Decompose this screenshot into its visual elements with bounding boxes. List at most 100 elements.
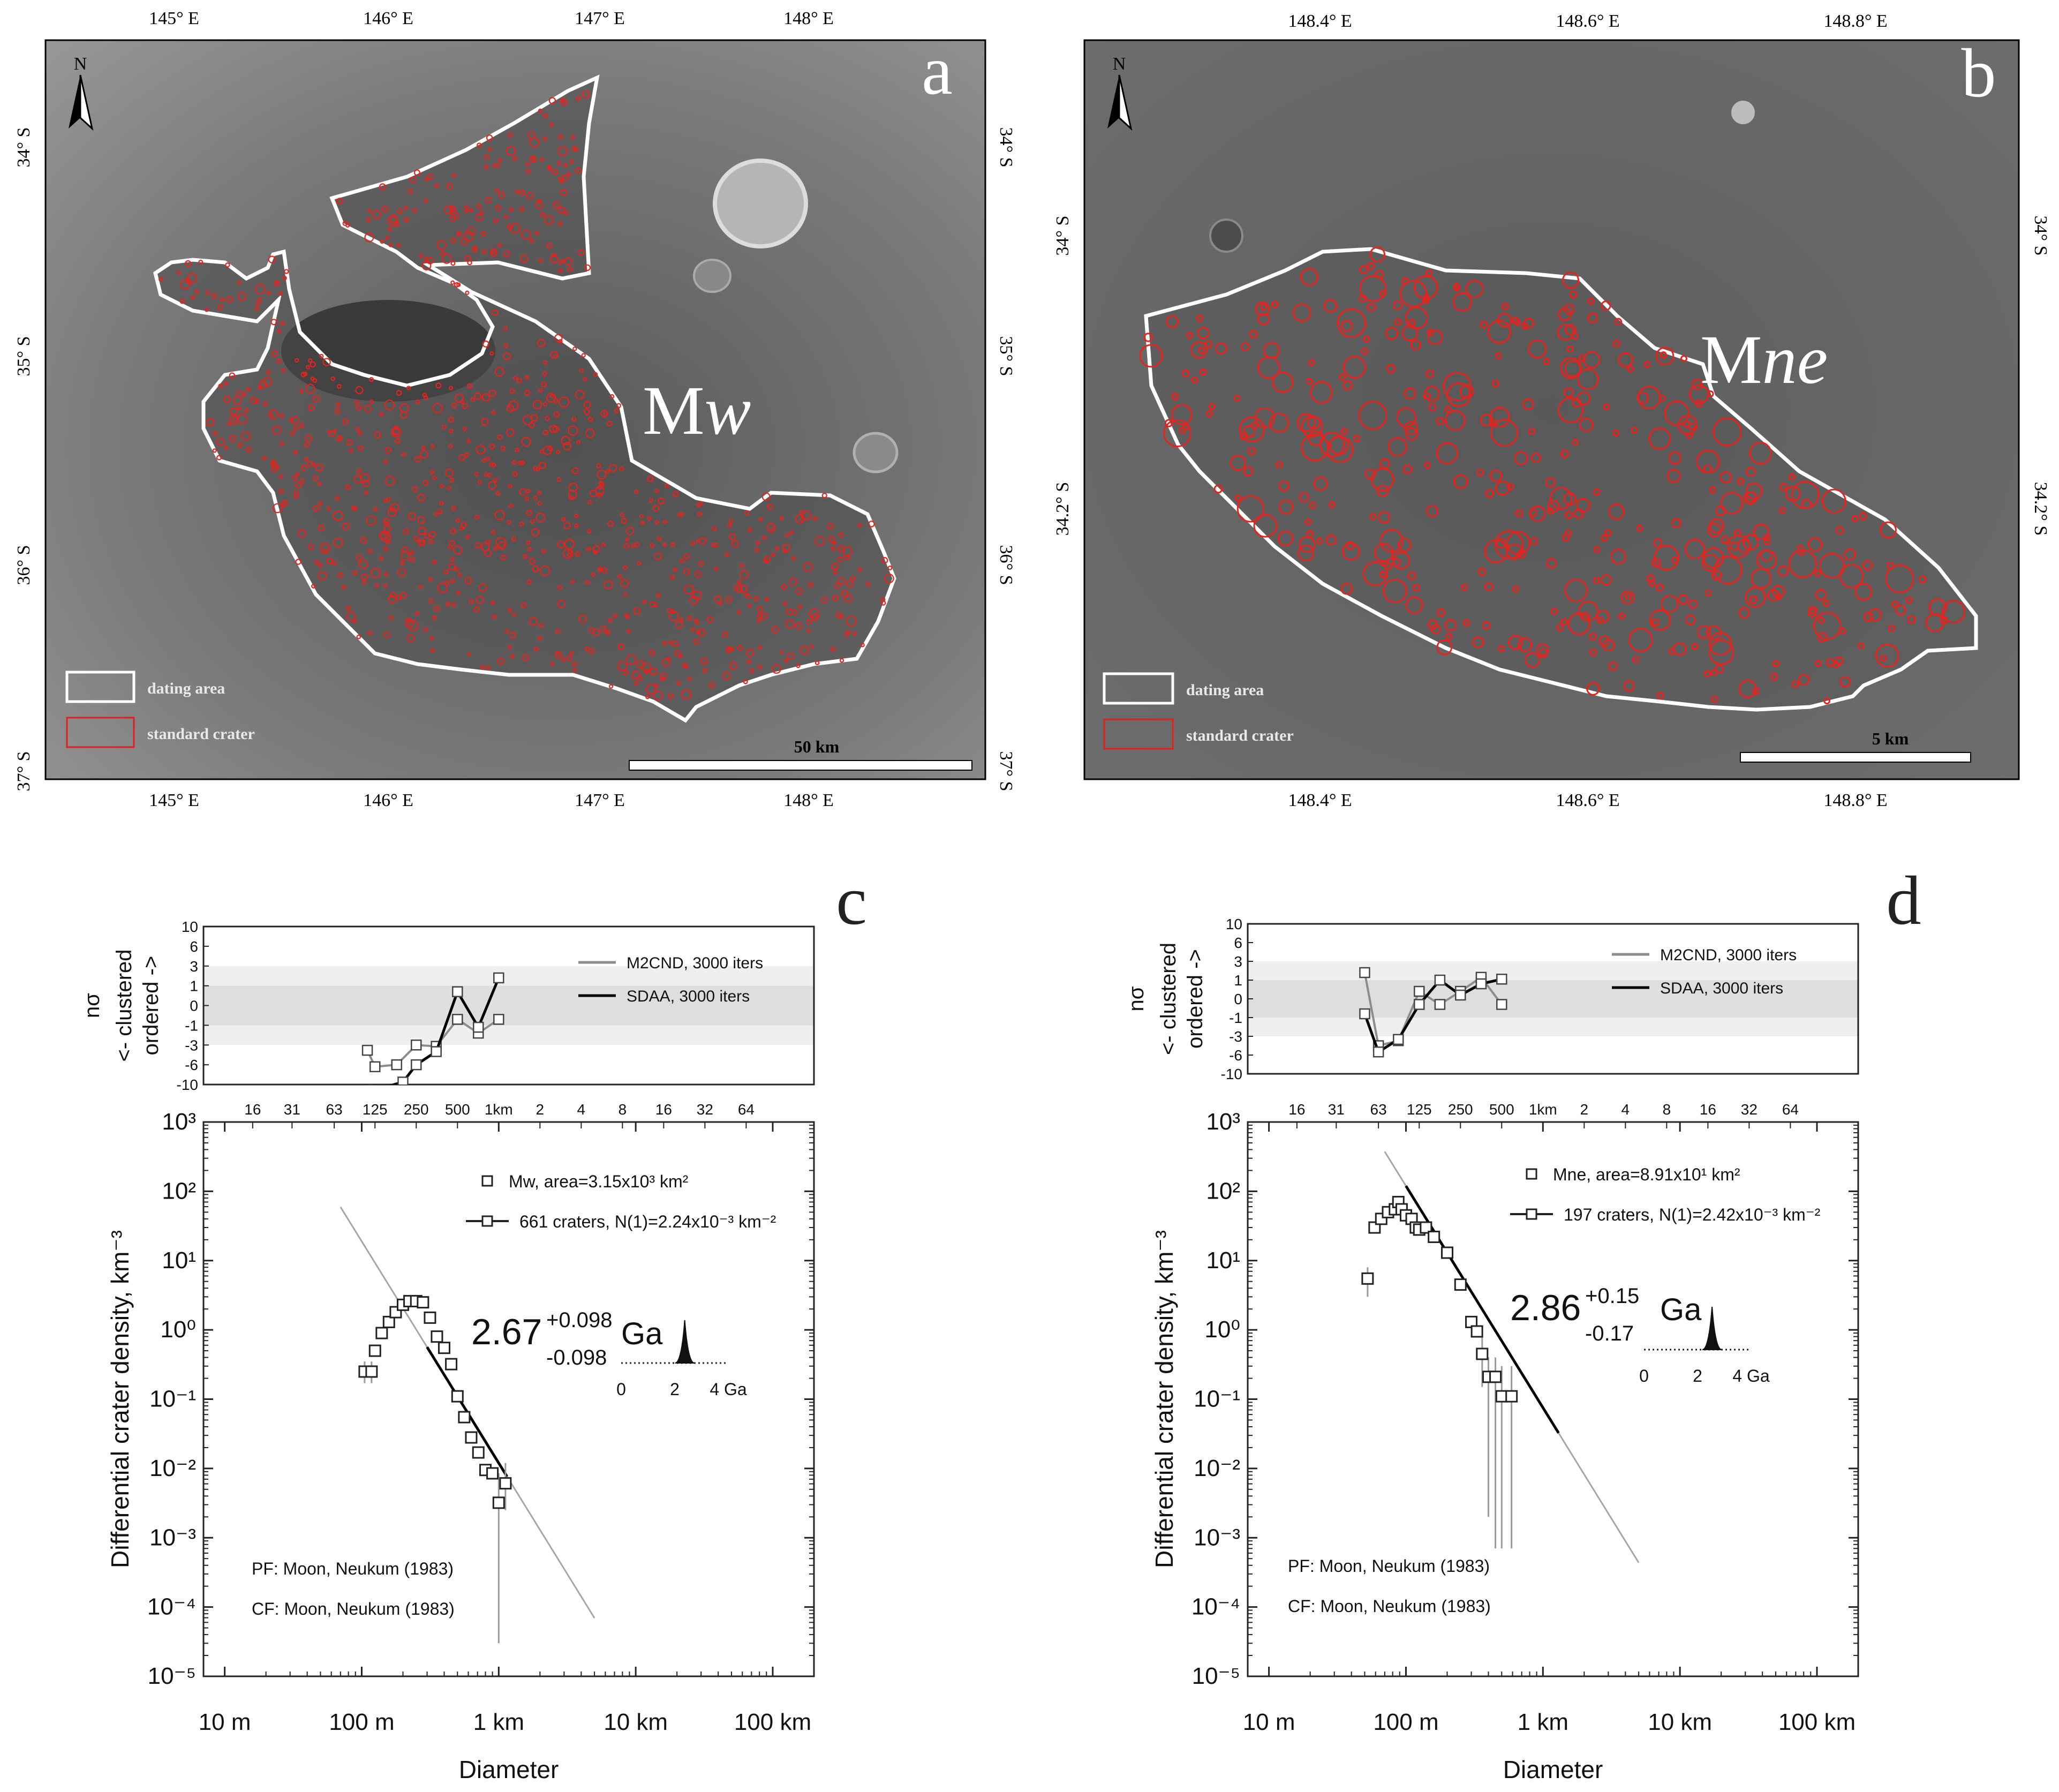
legend-a-dating-area-swatch bbox=[65, 671, 135, 703]
crater-marker bbox=[532, 400, 542, 410]
crater-marker bbox=[1346, 541, 1355, 550]
crater-marker bbox=[1528, 508, 1537, 517]
crater-marker bbox=[430, 648, 435, 653]
rand-point bbox=[1496, 999, 1507, 1010]
crater-marker bbox=[757, 645, 762, 650]
crater-marker bbox=[383, 546, 388, 552]
lon-label-top: 148° E bbox=[783, 9, 834, 28]
lat-label-right: 34.2° S bbox=[2031, 482, 2050, 536]
crater-marker bbox=[457, 573, 462, 577]
crater-marker bbox=[218, 383, 223, 389]
crater-marker bbox=[388, 243, 393, 247]
crater-marker bbox=[500, 446, 506, 451]
map-panel-b: b Mne N dating area standard crater 5 km bbox=[1083, 35, 2020, 780]
crater-marker bbox=[400, 592, 408, 599]
crater-marker bbox=[552, 169, 559, 175]
crater-marker bbox=[1197, 347, 1205, 354]
crater-marker bbox=[653, 603, 658, 608]
crater-marker bbox=[1648, 579, 1655, 587]
crater-marker bbox=[485, 197, 492, 204]
crater-marker bbox=[1383, 578, 1407, 604]
crater-marker bbox=[1868, 608, 1882, 622]
crater-marker bbox=[542, 371, 547, 377]
y-tick-label: 10⁻⁵ bbox=[1192, 1663, 1240, 1689]
rand-point bbox=[391, 1059, 403, 1071]
crater-marker bbox=[469, 208, 473, 213]
crater-marker bbox=[279, 441, 284, 446]
crater-marker bbox=[683, 568, 690, 575]
crater-marker bbox=[616, 403, 622, 409]
rand-point bbox=[1496, 974, 1507, 985]
crater-marker bbox=[520, 254, 528, 263]
crater-marker bbox=[449, 478, 454, 483]
crater-marker bbox=[1392, 551, 1410, 569]
crater-marker bbox=[1756, 549, 1777, 570]
crater-marker bbox=[1695, 449, 1720, 474]
crater-marker bbox=[448, 386, 454, 390]
crater-marker bbox=[1405, 596, 1423, 614]
crater-marker bbox=[1814, 660, 1822, 667]
crater-marker bbox=[272, 425, 282, 435]
crater-marker bbox=[494, 367, 504, 377]
crater-marker bbox=[548, 97, 556, 104]
crater-marker bbox=[517, 378, 522, 383]
crater-marker bbox=[648, 650, 655, 656]
crater-marker bbox=[479, 210, 484, 215]
crater-marker bbox=[673, 567, 677, 572]
crater-marker bbox=[476, 445, 486, 455]
crater-marker bbox=[1425, 269, 1432, 276]
crater-marker bbox=[763, 558, 768, 563]
crater-marker bbox=[1895, 604, 1906, 616]
crater-marker bbox=[497, 657, 504, 665]
crater-marker bbox=[620, 513, 624, 517]
crater-marker bbox=[383, 525, 391, 533]
crater-marker bbox=[322, 358, 331, 366]
crater-marker bbox=[683, 664, 688, 669]
crater-marker bbox=[1512, 585, 1519, 593]
crater-marker bbox=[1648, 427, 1671, 450]
crater-marker bbox=[787, 652, 794, 660]
crater-marker bbox=[761, 492, 771, 501]
rand-point bbox=[1414, 999, 1425, 1010]
crater-marker bbox=[1649, 609, 1671, 631]
crater-marker bbox=[1300, 268, 1318, 286]
crater-marker bbox=[1277, 530, 1294, 546]
crater-marker bbox=[464, 453, 469, 457]
crater-marker bbox=[1751, 568, 1771, 589]
crater-marker bbox=[204, 307, 209, 312]
crater-marker bbox=[542, 402, 548, 406]
crater-marker bbox=[503, 326, 508, 331]
crater-marker bbox=[497, 434, 502, 440]
crater-marker bbox=[639, 514, 644, 519]
crater-marker bbox=[1656, 691, 1664, 700]
crater-marker bbox=[345, 605, 351, 611]
crater-marker bbox=[529, 558, 536, 565]
crater-marker bbox=[557, 260, 563, 265]
crater-marker bbox=[622, 565, 628, 570]
crater-marker bbox=[1593, 577, 1600, 584]
lon-label-bottom: 148.4° E bbox=[1288, 790, 1352, 810]
y-tick-label: 10⁰ bbox=[160, 1316, 196, 1343]
data-point bbox=[424, 1311, 436, 1324]
crater-marker bbox=[592, 628, 600, 636]
crater-marker bbox=[1480, 320, 1488, 328]
crater-marker bbox=[1515, 509, 1523, 517]
crater-marker bbox=[1233, 395, 1240, 402]
crater-marker bbox=[1851, 515, 1858, 522]
crater-marker bbox=[1564, 510, 1573, 519]
crater-marker bbox=[562, 174, 569, 181]
crater-marker bbox=[198, 259, 203, 265]
crater-marker bbox=[626, 629, 631, 634]
crater-marker bbox=[542, 113, 548, 118]
crater-marker bbox=[1410, 340, 1421, 351]
crater-marker bbox=[282, 275, 287, 281]
crater-marker bbox=[1562, 272, 1579, 289]
crater-marker bbox=[1635, 524, 1643, 532]
crater-marker bbox=[443, 569, 449, 575]
crater-marker bbox=[497, 157, 502, 163]
crater-marker bbox=[1688, 384, 1709, 404]
crater-marker bbox=[556, 477, 561, 482]
crater-marker bbox=[367, 548, 372, 553]
scale-bar-b bbox=[1740, 752, 1971, 763]
crater-marker bbox=[625, 654, 637, 665]
